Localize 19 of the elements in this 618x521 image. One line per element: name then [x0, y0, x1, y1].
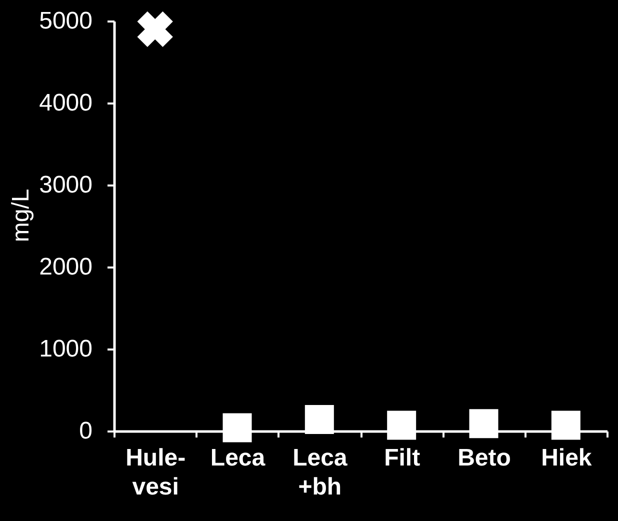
y-tick-label: 4000	[39, 90, 92, 116]
y-tick-label: 0	[79, 418, 92, 444]
point	[551, 410, 580, 440]
x-tick-label: Leca +bh	[292, 444, 348, 500]
x-tick-label: Hiek	[541, 444, 592, 472]
y-axis-title: mg/L	[8, 188, 34, 242]
x-tick-label: Hule-vesi	[126, 444, 186, 500]
y-tick-label: 2000	[39, 254, 92, 280]
point	[304, 405, 334, 434]
x-tick-label: Beto	[458, 444, 511, 472]
point	[387, 410, 416, 440]
x-tick-label: Leca	[210, 444, 266, 472]
point	[137, 11, 173, 48]
point	[222, 413, 252, 442]
x-tick-label: Filt	[384, 444, 420, 472]
point	[469, 409, 498, 438]
y-tick-label: 5000	[39, 8, 92, 34]
y-tick-label: 1000	[39, 336, 92, 362]
y-tick-label: 3000	[39, 172, 92, 198]
